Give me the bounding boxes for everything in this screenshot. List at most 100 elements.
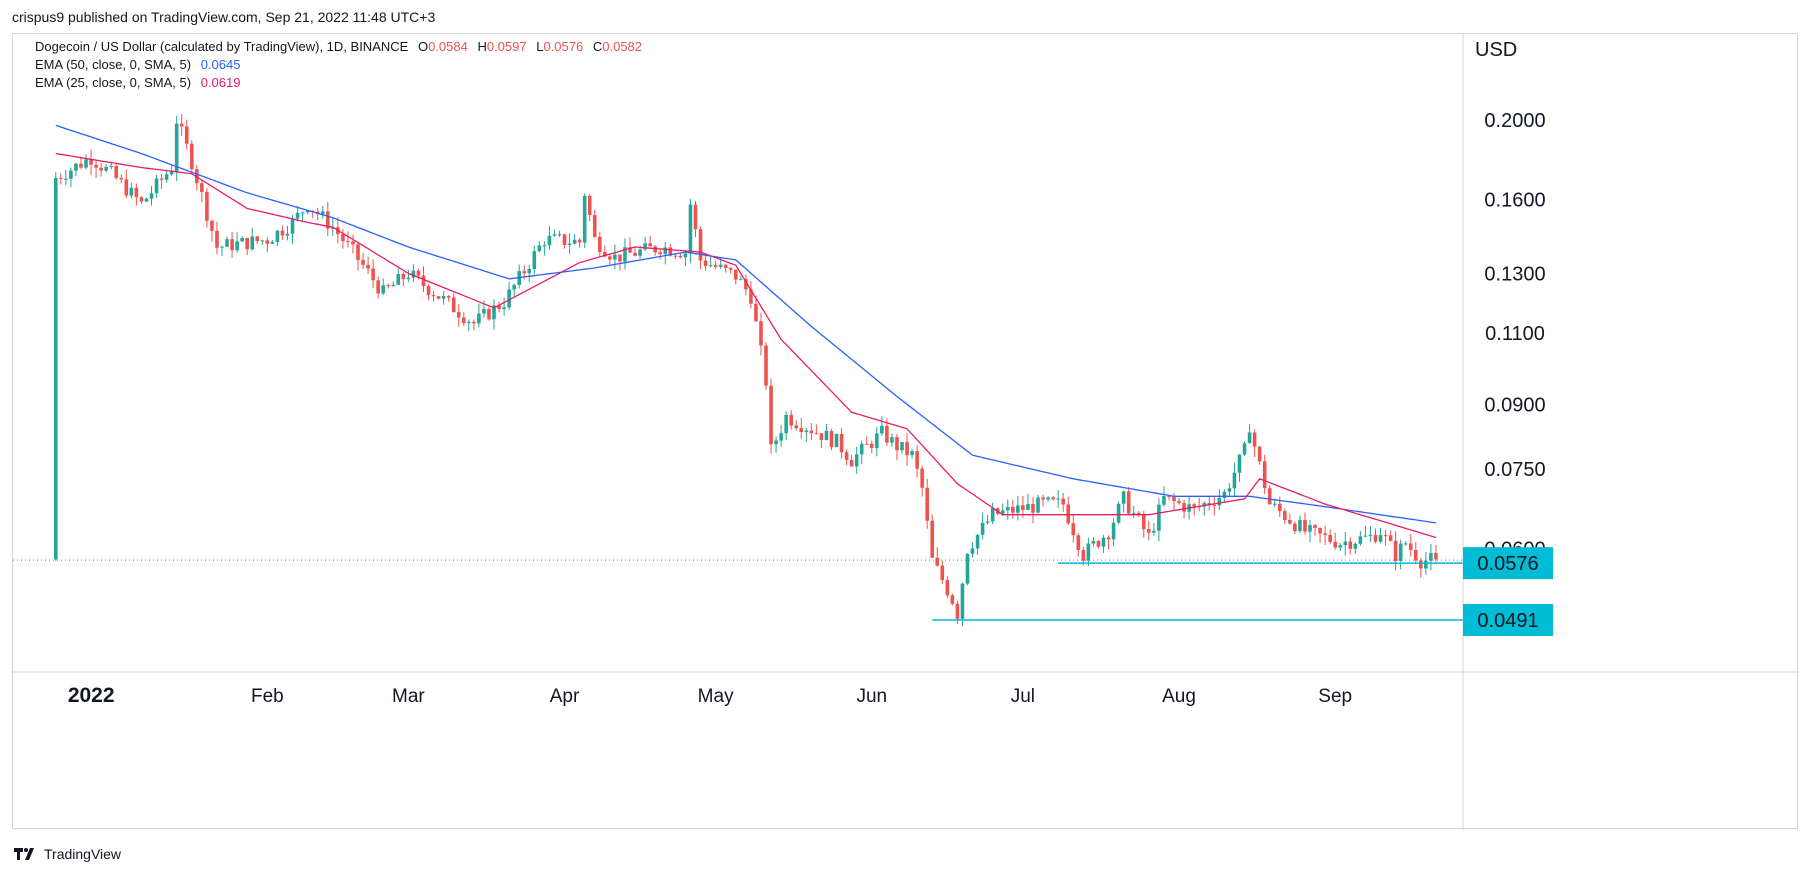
candle[interactable]	[351, 234, 355, 254]
candle[interactable]	[1252, 429, 1257, 457]
candle[interactable]	[1071, 514, 1076, 543]
candle[interactable]	[784, 411, 788, 440]
candle[interactable]	[749, 281, 753, 309]
candle[interactable]	[144, 197, 149, 202]
candle[interactable]	[134, 183, 139, 206]
candle[interactable]	[633, 246, 637, 257]
candle[interactable]	[1167, 495, 1171, 501]
candle[interactable]	[980, 512, 985, 540]
candle[interactable]	[1353, 542, 1358, 554]
candle[interactable]	[754, 295, 758, 323]
candle[interactable]	[456, 304, 461, 327]
candle[interactable]	[356, 243, 360, 271]
candle[interactable]	[769, 378, 773, 454]
candle[interactable]	[376, 276, 380, 299]
candle[interactable]	[436, 295, 441, 300]
candle[interactable]	[834, 433, 839, 448]
candle[interactable]	[290, 215, 295, 244]
candle[interactable]	[1096, 539, 1101, 549]
candle[interactable]	[1283, 508, 1287, 524]
candle[interactable]	[698, 226, 703, 269]
candle[interactable]	[341, 228, 345, 249]
candle[interactable]	[235, 232, 239, 253]
candle[interactable]	[1116, 501, 1121, 525]
candle[interactable]	[492, 299, 496, 330]
candle[interactable]	[880, 416, 884, 436]
candle[interactable]	[532, 245, 537, 275]
candle[interactable]	[300, 211, 305, 223]
candle[interactable]	[270, 240, 275, 244]
candle[interactable]	[728, 267, 733, 274]
candle[interactable]	[1348, 537, 1353, 555]
candle[interactable]	[764, 342, 768, 390]
candle[interactable]	[245, 237, 249, 255]
candle[interactable]	[99, 163, 103, 177]
candle[interactable]	[512, 283, 516, 298]
candle[interactable]	[129, 182, 134, 199]
candle[interactable]	[250, 227, 255, 251]
candle[interactable]	[819, 433, 824, 449]
candle[interactable]	[1318, 527, 1322, 543]
candle[interactable]	[895, 433, 899, 461]
candle[interactable]	[925, 478, 929, 529]
candle[interactable]	[1202, 501, 1207, 516]
candle[interactable]	[527, 264, 532, 283]
candle[interactable]	[965, 553, 970, 586]
candle[interactable]	[1232, 462, 1237, 497]
candle[interactable]	[1242, 441, 1247, 456]
candle[interactable]	[859, 440, 864, 464]
candle[interactable]	[618, 254, 622, 271]
candle[interactable]	[708, 256, 713, 268]
candle[interactable]	[64, 169, 68, 186]
candle[interactable]	[945, 576, 950, 598]
candle[interactable]	[1212, 496, 1217, 516]
candle[interactable]	[824, 423, 829, 441]
candle[interactable]	[1403, 540, 1408, 546]
candle[interactable]	[124, 169, 129, 199]
candle[interactable]	[648, 235, 652, 247]
candle[interactable]	[723, 263, 728, 273]
candle[interactable]	[673, 254, 678, 260]
candle[interactable]	[592, 209, 597, 238]
candle[interactable]	[1373, 528, 1378, 544]
candle[interactable]	[446, 294, 451, 302]
candle[interactable]	[74, 162, 78, 176]
candle[interactable]	[59, 173, 63, 185]
candle[interactable]	[1434, 544, 1438, 562]
candle[interactable]	[431, 290, 436, 302]
candle[interactable]	[205, 188, 209, 228]
candle[interactable]	[869, 440, 874, 454]
candle[interactable]	[275, 229, 280, 247]
candle[interactable]	[844, 449, 849, 466]
candle[interactable]	[517, 264, 521, 289]
candle[interactable]	[854, 446, 859, 474]
candle[interactable]	[920, 465, 924, 497]
candle[interactable]	[794, 419, 799, 431]
candle[interactable]	[240, 236, 244, 242]
candle[interactable]	[53, 172, 58, 561]
candle[interactable]	[1393, 531, 1398, 571]
candle[interactable]	[990, 502, 995, 525]
candle[interactable]	[864, 436, 869, 445]
candle[interactable]	[94, 160, 98, 179]
candle[interactable]	[809, 422, 814, 441]
candle[interactable]	[1363, 525, 1368, 538]
candle[interactable]	[950, 593, 955, 606]
candle[interactable]	[1041, 494, 1045, 507]
candle[interactable]	[1323, 525, 1327, 545]
candle[interactable]	[1106, 535, 1111, 550]
candle[interactable]	[184, 119, 189, 150]
candle[interactable]	[215, 221, 219, 255]
candle[interactable]	[713, 260, 718, 270]
candle[interactable]	[1031, 497, 1035, 524]
candle[interactable]	[804, 428, 809, 443]
candle[interactable]	[562, 233, 567, 249]
candle[interactable]	[159, 173, 164, 189]
candle[interactable]	[381, 278, 385, 296]
candle[interactable]	[799, 417, 804, 439]
candle[interactable]	[875, 427, 879, 457]
candle[interactable]	[572, 234, 577, 245]
candle[interactable]	[960, 582, 965, 627]
candle[interactable]	[608, 253, 612, 265]
candle[interactable]	[179, 113, 184, 136]
